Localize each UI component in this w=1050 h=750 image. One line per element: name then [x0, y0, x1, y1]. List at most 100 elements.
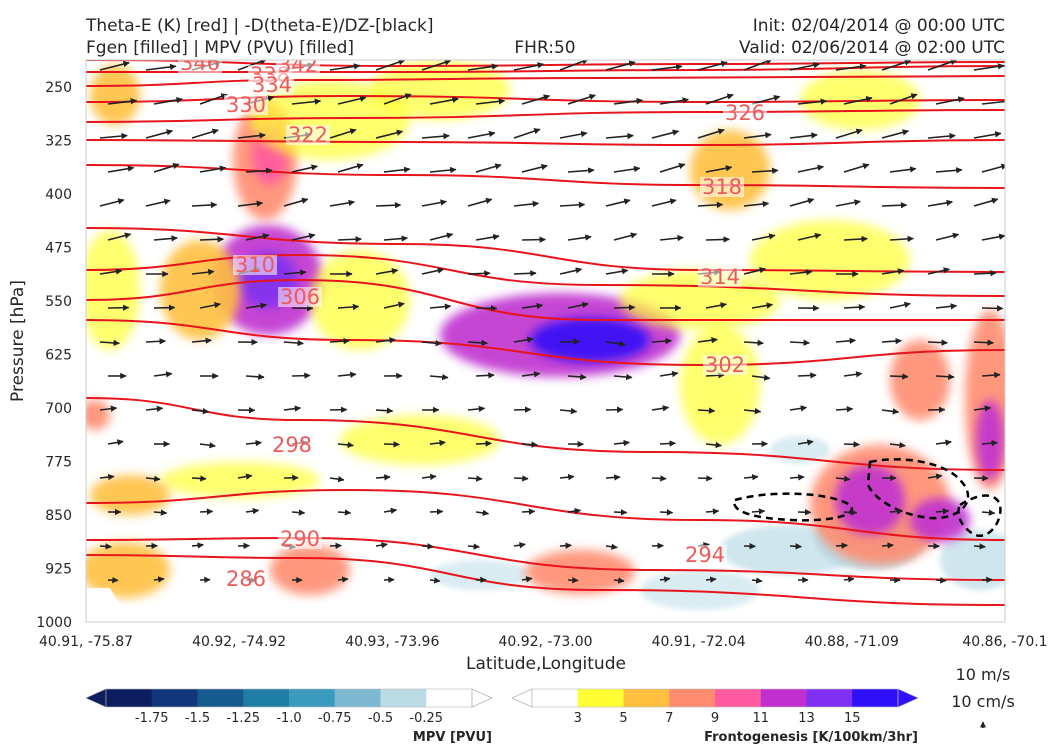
wind-vector — [981, 371, 1001, 379]
wind-vector — [337, 576, 349, 583]
wind-vector — [705, 441, 722, 449]
wind-vector — [659, 440, 676, 447]
wind-vector — [889, 373, 909, 380]
colorbar-extend-low — [511, 688, 533, 708]
wind-vector — [935, 96, 965, 105]
wind-vector — [99, 473, 115, 481]
wind-vector — [751, 233, 776, 241]
terrain-mask — [86, 588, 640, 622]
wind-vector — [329, 337, 350, 345]
wind-vector — [697, 60, 728, 71]
wind-vector — [889, 235, 914, 243]
wind-vector — [467, 543, 480, 550]
wind-vector — [889, 93, 918, 105]
wind-vector — [429, 508, 444, 515]
x-tick-label: 40.88, -71.09 — [805, 634, 899, 650]
wind-vector — [613, 439, 630, 447]
theta-e-label: 318 — [702, 175, 742, 199]
wind-vector — [337, 95, 367, 105]
theta-e-line — [86, 139, 1005, 147]
wind-vector — [567, 167, 595, 174]
colorbar-segment — [623, 689, 670, 707]
frontogenesis-colorbar: 3 5 7 9 11 13 15 — [511, 688, 919, 726]
wind-vector — [375, 202, 402, 209]
wind-vector — [881, 337, 902, 345]
y-tick-label: 925 — [45, 562, 72, 578]
wind-vector — [881, 202, 908, 209]
frontogenesis-region — [310, 250, 410, 350]
wind-vector — [467, 270, 491, 277]
wind-vector — [191, 201, 218, 209]
wind-vector — [383, 301, 405, 309]
wind-vector — [843, 509, 858, 516]
wind-vector — [605, 406, 624, 413]
y-tick-label: 1000 — [36, 615, 72, 631]
wind-vector — [751, 167, 779, 174]
wind-vector — [659, 576, 671, 583]
theta-e-line — [86, 227, 1005, 273]
contour-label-bg — [224, 569, 268, 589]
wind-vector — [835, 542, 848, 549]
wind-vector — [475, 372, 495, 379]
wind-vector — [513, 542, 526, 549]
wind-vector — [329, 199, 355, 207]
wind-vector — [153, 235, 178, 242]
wind-vector — [513, 336, 534, 343]
wind-vector — [927, 473, 943, 480]
colorbar-segment — [426, 689, 473, 707]
wind-vector — [283, 405, 302, 412]
wind-vector — [329, 542, 342, 549]
wind-vector — [559, 130, 588, 139]
wind-vector — [559, 473, 575, 481]
theta-e-line — [86, 75, 1005, 87]
wind-vector — [705, 93, 734, 105]
wind-vector — [153, 96, 183, 105]
wind-vector — [659, 162, 686, 173]
theta-e-label: 342 — [278, 53, 318, 77]
colorbar-extend-low — [85, 688, 107, 708]
wind-vector — [429, 232, 454, 241]
wind-vector — [421, 340, 442, 347]
wind-vector — [475, 233, 500, 241]
wind-vector — [513, 200, 540, 208]
wind-vector — [789, 474, 805, 481]
wind-vector — [375, 60, 406, 71]
wind-vector — [613, 304, 636, 311]
wind-vector — [605, 340, 626, 347]
frontogenesis-fill-layer — [86, 60, 1005, 598]
y-tick-label: 400 — [45, 187, 72, 203]
contour-label-bg — [698, 267, 742, 287]
wind-vector — [751, 508, 766, 515]
colorbar-segment — [715, 689, 762, 707]
wind-vector — [245, 507, 260, 515]
wind-vector — [337, 371, 357, 378]
wind-vector — [383, 441, 400, 448]
wind-vector — [107, 439, 124, 446]
wind-vector — [835, 128, 863, 139]
colorbar-outline — [531, 688, 899, 708]
stability-contours — [733, 458, 1002, 538]
wind-vector — [291, 509, 306, 516]
wind-vector — [99, 198, 125, 207]
wind-vector — [797, 439, 814, 446]
colorbar-segment — [669, 689, 716, 707]
x-tick-label: 40.91, -75.87 — [39, 634, 133, 650]
wind-vector — [789, 62, 821, 71]
y-tick-label: 775 — [45, 455, 72, 471]
y-tick-label: 250 — [45, 80, 72, 96]
frontogenesis-region — [835, 465, 905, 535]
wind-vector — [191, 542, 204, 549]
wind-vector — [881, 408, 900, 415]
wind-vector — [467, 63, 499, 71]
wind-vector — [429, 166, 457, 174]
theta-e-line — [86, 319, 1005, 367]
wind-vector — [199, 236, 224, 243]
wind-vector — [881, 268, 905, 275]
wind-vector — [797, 164, 825, 173]
wind-vector — [475, 440, 492, 447]
theta-e-label: 298 — [272, 433, 312, 457]
contour-label-bg — [286, 125, 330, 145]
colorbar-tick-label: -0.25 — [409, 711, 443, 726]
wind-vector — [99, 405, 118, 412]
theta-e-label: 290 — [280, 527, 320, 551]
